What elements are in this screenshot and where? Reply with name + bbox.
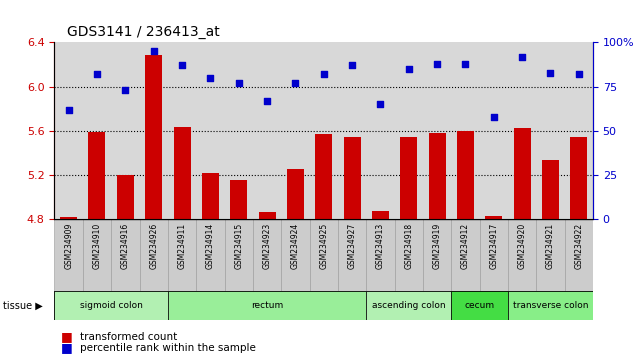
Bar (168, 219, 196, 292)
Text: GSM234915: GSM234915 (234, 223, 243, 269)
Bar (281, 219, 310, 292)
Point (63, 107, 74, 113)
Bar (224, 219, 253, 292)
Point (574, 72, 584, 77)
Bar (423, 219, 451, 292)
Point (488, 114, 499, 120)
Text: GSM234912: GSM234912 (461, 223, 470, 269)
Bar (145, 55, 162, 219)
Text: ascending colon: ascending colon (372, 301, 445, 310)
Text: GSM234914: GSM234914 (206, 223, 215, 269)
Point (262, 98, 272, 104)
Bar (111, 219, 140, 292)
Bar (542, 160, 559, 219)
Bar (457, 131, 474, 219)
Bar (513, 128, 531, 219)
Text: GSM234921: GSM234921 (546, 223, 555, 269)
Text: GSM234917: GSM234917 (489, 223, 498, 269)
Point (149, 48, 159, 54)
Point (545, 70, 556, 75)
Point (177, 63, 187, 68)
Bar (508, 219, 537, 292)
Bar (168, 291, 366, 320)
Point (205, 75, 215, 81)
Bar (395, 219, 423, 292)
Point (347, 63, 357, 68)
Point (233, 80, 244, 86)
Text: GSM234927: GSM234927 (347, 223, 356, 269)
Bar (117, 175, 134, 219)
Text: GSM234910: GSM234910 (92, 223, 101, 269)
Bar (372, 211, 389, 219)
Text: transformed count: transformed count (80, 332, 178, 342)
Bar (508, 291, 593, 320)
Bar (88, 132, 106, 219)
Point (432, 61, 442, 67)
Text: GDS3141 / 236413_at: GDS3141 / 236413_at (67, 25, 220, 39)
Bar (479, 219, 508, 292)
Bar (202, 173, 219, 219)
Text: GSM234920: GSM234920 (517, 223, 526, 269)
Bar (258, 212, 276, 219)
Text: percentile rank within the sample: percentile rank within the sample (80, 343, 256, 353)
Bar (310, 219, 338, 292)
Point (460, 61, 470, 67)
Text: GSM234925: GSM234925 (319, 223, 328, 269)
Text: GSM234909: GSM234909 (64, 223, 73, 269)
Text: GSM234919: GSM234919 (433, 223, 442, 269)
Text: ■: ■ (61, 341, 72, 354)
Text: cecum: cecum (465, 301, 495, 310)
Text: GSM234913: GSM234913 (376, 223, 385, 269)
Bar (54, 291, 168, 320)
Point (517, 54, 527, 59)
Bar (366, 291, 451, 320)
Point (375, 102, 385, 107)
Bar (485, 216, 503, 219)
Text: transverse colon: transverse colon (513, 301, 588, 310)
Text: GSM234918: GSM234918 (404, 223, 413, 269)
Text: GSM234924: GSM234924 (291, 223, 300, 269)
Point (404, 66, 414, 72)
Bar (537, 219, 565, 292)
Bar (451, 219, 479, 292)
Bar (315, 134, 332, 219)
Bar (429, 133, 445, 219)
Bar (83, 219, 111, 292)
Bar (565, 219, 593, 292)
Bar (174, 127, 190, 219)
Text: GSM234911: GSM234911 (178, 223, 187, 269)
Point (121, 87, 131, 93)
Bar (230, 180, 247, 219)
Bar (451, 291, 508, 320)
Bar (400, 137, 417, 219)
Bar (54, 219, 83, 292)
Point (92, 72, 102, 77)
Text: tissue ▶: tissue ▶ (3, 301, 43, 311)
Text: GSM234923: GSM234923 (263, 223, 272, 269)
Text: GSM234922: GSM234922 (574, 223, 583, 269)
Point (290, 80, 301, 86)
Bar (570, 137, 587, 219)
Bar (60, 217, 77, 219)
Bar (196, 219, 224, 292)
Text: sigmoid colon: sigmoid colon (79, 301, 142, 310)
Bar (338, 219, 366, 292)
Text: GSM234926: GSM234926 (149, 223, 158, 269)
Bar (287, 169, 304, 219)
Bar (366, 219, 395, 292)
Point (319, 72, 329, 77)
Text: GSM234916: GSM234916 (121, 223, 130, 269)
Text: ■: ■ (61, 331, 72, 343)
Bar (344, 137, 360, 219)
Bar (140, 219, 168, 292)
Bar (253, 219, 281, 292)
Text: rectum: rectum (251, 301, 283, 310)
